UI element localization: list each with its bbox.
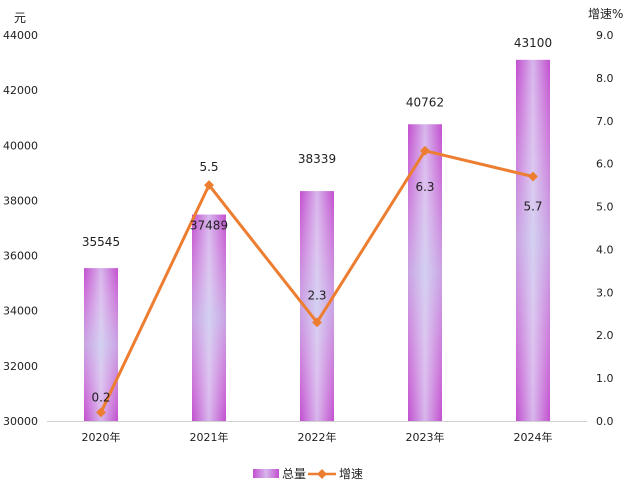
legend-line-marker xyxy=(317,469,327,479)
line-data-label: 6.3 xyxy=(415,180,434,194)
line-marker xyxy=(420,145,430,156)
legend: 总量 增速 xyxy=(253,467,363,481)
x-axis-tick-label: 2023年 xyxy=(406,430,445,444)
bar-data-labels: 35545 37489 38339 40762 43100 xyxy=(82,36,552,249)
left-axis-tick-label: 34000 xyxy=(3,305,38,318)
right-axis-tick-label: 1.0 xyxy=(596,372,614,385)
line-marker xyxy=(312,317,322,328)
right-axis-tick-label: 4.0 xyxy=(596,243,614,256)
x-axis-tick-label: 2022年 xyxy=(298,430,337,444)
line-data-labels: 0.2 5.5 2.3 6.3 5.7 xyxy=(91,160,542,404)
x-axis-tick-label: 2021年 xyxy=(190,430,229,444)
right-axis-tick-label: 5.0 xyxy=(596,201,614,214)
bar-highlight xyxy=(84,268,118,421)
right-axis-unit: 增速% xyxy=(588,7,623,21)
right-axis-tick-label: 0.0 xyxy=(596,415,614,428)
line-series xyxy=(96,145,538,418)
bar-data-label: 43100 xyxy=(514,36,552,50)
line-data-label: 2.3 xyxy=(307,288,326,302)
x-axis-ticks: 2020年 2021年 2022年 2023年 2024年 xyxy=(82,430,553,444)
line-data-label: 5.7 xyxy=(523,200,542,214)
left-axis-tick-label: 44000 xyxy=(3,29,38,42)
left-axis-tick-label: 40000 xyxy=(3,139,38,152)
left-axis-unit: 元 xyxy=(14,11,26,25)
right-axis-tick-label: 9.0 xyxy=(596,29,614,42)
left-axis-tick-label: 36000 xyxy=(3,250,38,263)
bar-data-label: 37489 xyxy=(190,219,228,233)
line-marker xyxy=(528,171,538,182)
bar-highlight xyxy=(516,59,550,422)
bar-data-label: 40762 xyxy=(406,95,444,109)
right-axis-tick-label: 2.0 xyxy=(596,329,614,342)
x-axis-tick-label: 2020年 xyxy=(82,430,121,444)
bar-data-label: 35545 xyxy=(82,235,120,249)
left-axis-tick-label: 32000 xyxy=(3,360,38,373)
legend-bar-swatch xyxy=(253,469,279,478)
right-axis-tick-label: 6.0 xyxy=(596,158,614,171)
bar-series xyxy=(84,59,550,422)
left-axis-tick-label: 30000 xyxy=(3,415,38,428)
right-axis-ticks: 0.0 1.0 2.0 3.0 4.0 5.0 6.0 7.0 8.0 9.0 xyxy=(596,29,614,428)
left-axis-tick-label: 38000 xyxy=(3,194,38,207)
line-marker xyxy=(204,180,214,191)
left-axis-ticks: 30000 32000 34000 36000 38000 40000 42000 44000 xyxy=(3,29,38,428)
left-axis-tick-label: 42000 xyxy=(3,84,38,97)
right-axis-tick-label: 3.0 xyxy=(596,286,614,299)
line-data-label: 5.5 xyxy=(199,160,218,174)
x-axis-tick-label: 2024年 xyxy=(514,430,553,444)
bar-highlight xyxy=(192,214,226,421)
bar-highlight xyxy=(408,124,442,422)
line-data-label: 0.2 xyxy=(91,390,110,404)
bar-data-label: 38339 xyxy=(298,152,336,166)
right-axis-tick-label: 8.0 xyxy=(596,72,614,85)
right-axis-tick-label: 7.0 xyxy=(596,115,614,128)
legend-bar-label: 总量 xyxy=(282,467,306,481)
legend-line-label: 增速 xyxy=(339,467,363,481)
